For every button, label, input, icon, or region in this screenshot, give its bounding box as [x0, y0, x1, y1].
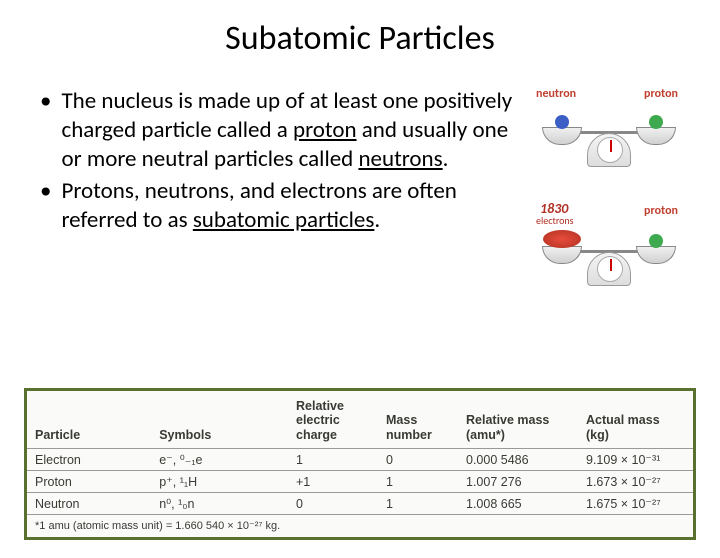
cell-charge: +1	[288, 471, 378, 493]
col-actual-l2: (kg)	[586, 428, 609, 442]
cell-charge: 0	[288, 493, 378, 515]
col-charge-l1: Relative	[296, 399, 344, 413]
scale2-base	[587, 252, 631, 286]
cell-relmass: 1.007 276	[458, 471, 578, 493]
balance-scale-2: 1830 electrons proton	[534, 200, 684, 305]
bullet-2-suffix: .	[374, 206, 380, 234]
cell-charge: 1	[288, 449, 378, 471]
cell-massnum: 1	[378, 493, 458, 515]
scale2-right-pan	[636, 246, 676, 264]
particle-table: Particle Symbols Relativeelectriccharge …	[27, 395, 693, 535]
cell-actual: 9.109 × 10⁻³¹	[578, 449, 693, 471]
particle-table-frame: Particle Symbols Relativeelectriccharge …	[24, 388, 696, 540]
cell-particle: Neutron	[27, 493, 151, 515]
bullet-dot-icon: •	[40, 87, 51, 173]
cell-symbols: e⁻, ⁰₋₁e	[151, 449, 288, 471]
cell-symbols: p⁺, ¹₁H	[151, 471, 288, 493]
scale2-needle-icon	[610, 259, 612, 271]
scale2-left-pan	[542, 246, 582, 264]
col-relmass-l2: (amu*)	[466, 428, 505, 442]
scale1-left-label: neutron	[536, 87, 576, 101]
bullet-2-text: Protons, neutrons, and electrons are oft…	[61, 177, 528, 235]
scale2-dial-icon	[597, 256, 623, 282]
col-massnum-l2: number	[386, 428, 432, 442]
col-relmass-l1: Relative mass	[466, 413, 549, 427]
footnote-text: *1 amu (atomic mass unit) = 1.660 540 × …	[27, 515, 693, 536]
scale1-dial-icon	[597, 137, 623, 163]
proton-ball-icon	[649, 115, 663, 129]
bullet-1-suffix: .	[443, 145, 449, 173]
cell-relmass: 1.008 665	[458, 493, 578, 515]
scale1-right-pan	[636, 127, 676, 145]
bullet-1: • The nucleus is made up of at least one…	[36, 87, 528, 173]
bullet-1-text: The nucleus is made up of at least one p…	[61, 87, 528, 173]
neutron-ball-icon	[555, 115, 569, 129]
scale2-right-label: proton	[644, 204, 678, 218]
table-row: Neutron n⁰, ¹₀n 0 1 1.008 665 1.675 × 10…	[27, 493, 693, 515]
scale1-right-label: proton	[644, 87, 678, 101]
col-particle: Particle	[27, 395, 151, 449]
page-title: Subatomic Particles	[0, 18, 720, 59]
bullet-list: • The nucleus is made up of at least one…	[36, 87, 528, 313]
table-row: Proton p⁺, ¹₁H +1 1 1.007 276 1.673 × 10…	[27, 471, 693, 493]
proton-ball-icon	[649, 234, 663, 248]
table-body: Electron e⁻, ⁰₋₁e 1 0 0.000 5486 9.109 ×…	[27, 449, 693, 536]
bullet-1-underline-1: proton	[293, 116, 357, 144]
col-charge: Relativeelectriccharge	[288, 395, 378, 449]
col-relmass: Relative mass(amu*)	[458, 395, 578, 449]
cell-actual: 1.673 × 10⁻²⁷	[578, 471, 693, 493]
cell-actual: 1.675 × 10⁻²⁷	[578, 493, 693, 515]
cell-relmass: 0.000 5486	[458, 449, 578, 471]
scale1-left-pan	[542, 127, 582, 145]
cell-particle: Electron	[27, 449, 151, 471]
bullet-2-underline-1: subatomic particles	[193, 206, 375, 234]
table-footnote: *1 amu (atomic mass unit) = 1.660 540 × …	[27, 515, 693, 536]
cell-symbols: n⁰, ¹₀n	[151, 493, 288, 515]
bullet-2: • Protons, neutrons, and electrons are o…	[36, 177, 528, 235]
col-actual-l1: Actual mass	[586, 413, 660, 427]
col-charge-l2: electric	[296, 413, 340, 427]
cell-massnum: 0	[378, 449, 458, 471]
content-row: • The nucleus is made up of at least one…	[0, 87, 720, 313]
scale2-left-sublabel: electrons	[536, 214, 574, 227]
col-actual: Actual mass(kg)	[578, 395, 693, 449]
col-massnum-l1: Mass	[386, 413, 417, 427]
bullet-dot-icon: •	[40, 177, 51, 235]
scale1-base	[587, 133, 631, 167]
balance-scale-1: neutron proton	[534, 87, 684, 192]
col-symbols: Symbols	[151, 395, 288, 449]
table-row: Electron e⁻, ⁰₋₁e 1 0 0.000 5486 9.109 ×…	[27, 449, 693, 471]
scale1-needle-icon	[610, 140, 612, 152]
scale-diagrams: neutron proton 1830 electrons proton	[534, 87, 684, 313]
col-charge-l3: charge	[296, 428, 337, 442]
cell-massnum: 1	[378, 471, 458, 493]
table-header: Particle Symbols Relativeelectriccharge …	[27, 395, 693, 449]
cell-particle: Proton	[27, 471, 151, 493]
col-massnum: Massnumber	[378, 395, 458, 449]
bullet-1-underline-2: neutrons	[358, 145, 442, 173]
electron-pile-icon	[543, 230, 581, 248]
